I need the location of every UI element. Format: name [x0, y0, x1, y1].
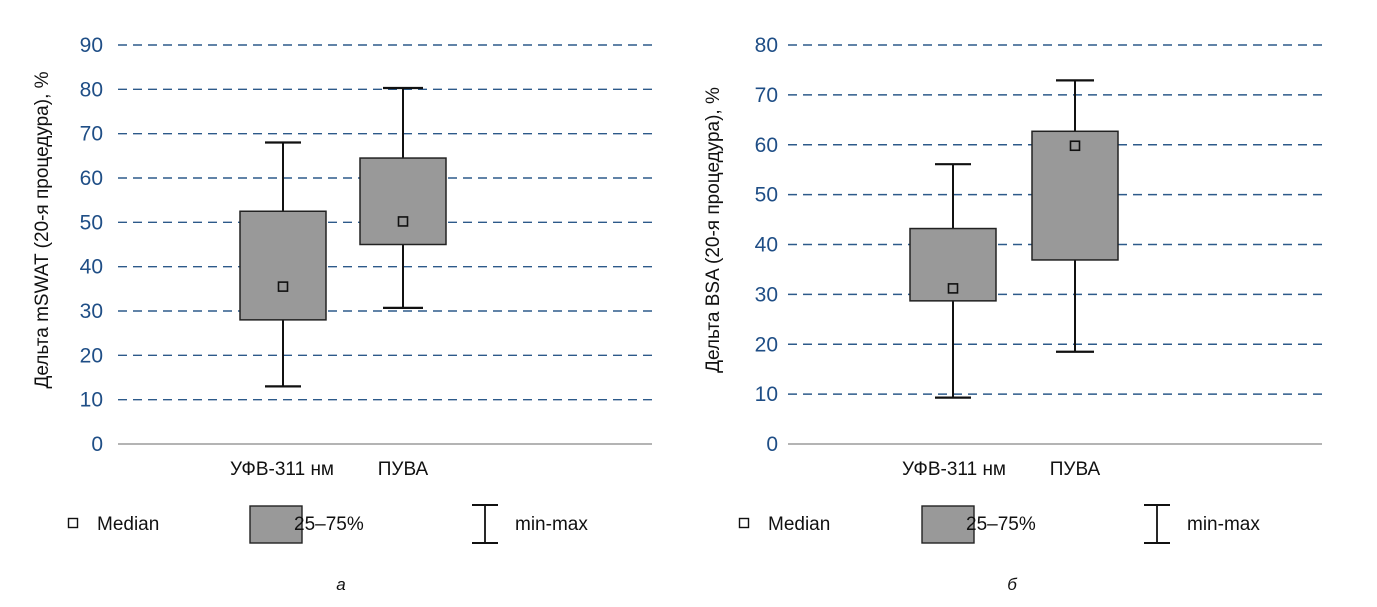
legend-minmax-label: min-max [1187, 514, 1260, 535]
legend-median-marker [67, 517, 79, 529]
panel-label: а [336, 575, 345, 594]
y-tick-label: 60 [80, 167, 103, 190]
legend-median-label: Median [768, 514, 830, 535]
iqr-box [359, 157, 447, 246]
y-tick-label: 50 [755, 184, 778, 207]
median-marker [1069, 140, 1081, 152]
legend-box-swatch [249, 505, 303, 544]
box-plot-1 [909, 163, 997, 399]
median-marker [277, 281, 289, 292]
x-category-label: ПУВА [378, 459, 429, 480]
x-category-label: УФВ-311 нм [902, 459, 1006, 480]
y-tick-label: 70 [80, 123, 103, 146]
y-tick-label: 40 [755, 234, 778, 257]
legend: Median 25–75% min-max [738, 504, 1260, 544]
y-tick-label: 80 [80, 78, 103, 101]
y-tick-label: 0 [91, 433, 103, 456]
y-tick-label: 80 [755, 34, 778, 57]
legend-box-swatch [921, 505, 975, 544]
chart-panel-2: 0 10 20 30 40 50 60 70 80 Дельта BSA (20-я процед… [703, 34, 1322, 594]
panel-label: б [1007, 575, 1018, 594]
legend-minmax-label: min-max [515, 514, 588, 535]
box-plot-2 [1031, 79, 1119, 353]
median-marker [397, 216, 409, 227]
y-tick-label: 0 [766, 433, 778, 456]
x-category-label: УФВ-311 нм [230, 459, 334, 480]
legend-median-label: Median [97, 514, 159, 535]
y-tick-label: 30 [80, 300, 103, 323]
x-category-label: ПУВА [1050, 459, 1101, 480]
y-tick-label: 20 [80, 344, 103, 367]
y-tick-label: 50 [80, 211, 103, 234]
iqr-box [239, 210, 327, 321]
iqr-box [1031, 130, 1119, 261]
y-tick-label: 90 [80, 34, 103, 57]
legend: Median 25–75% min-max [67, 504, 588, 544]
chart-panel-1: 0 10 20 30 40 50 60 70 80 90 Дельта mSWAT (20-я пр… [32, 34, 652, 594]
box-plot-2 [359, 86, 447, 309]
y-tick-label: 60 [755, 134, 778, 157]
y-tick-label: 10 [80, 389, 103, 412]
median-marker [947, 283, 959, 294]
y-tick-label: 20 [755, 333, 778, 356]
y-tick-label: 10 [755, 383, 778, 406]
y-tick-label: 30 [755, 283, 778, 306]
y-axis-label: Дельта BSA (20-я процедура), % [703, 87, 724, 373]
y-tick-label: 70 [755, 84, 778, 107]
legend-iqr-label: 25–75% [294, 514, 364, 535]
y-tick-label: 40 [80, 256, 103, 279]
box-plot-1 [239, 141, 327, 388]
legend-iqr-label: 25–75% [966, 514, 1036, 535]
y-axis-label: Дельта mSWAT (20-я процедура), % [32, 71, 53, 388]
legend-median-marker [738, 517, 750, 529]
